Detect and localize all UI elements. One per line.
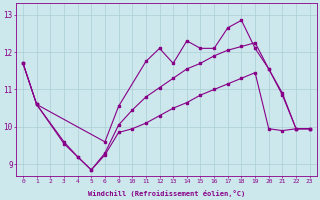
X-axis label: Windchill (Refroidissement éolien,°C): Windchill (Refroidissement éolien,°C) — [88, 190, 245, 197]
